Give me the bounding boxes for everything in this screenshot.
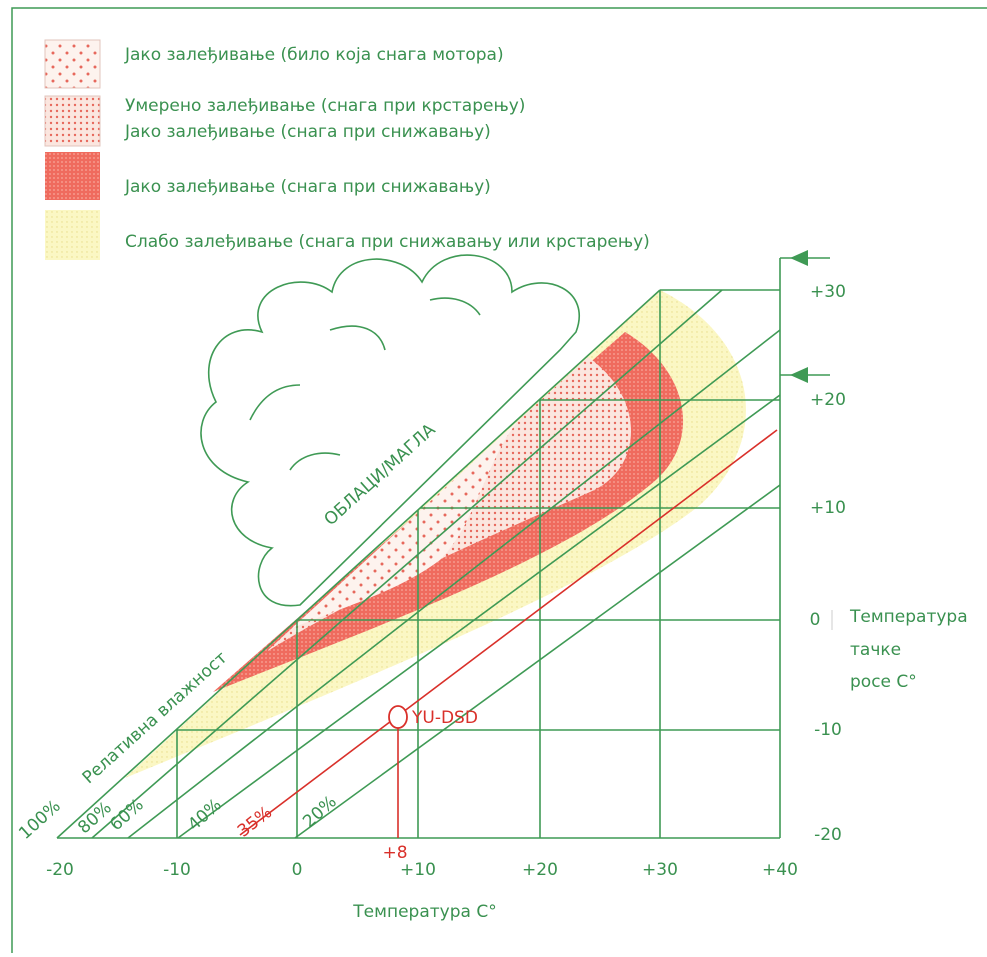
humidity-line-label: 100% bbox=[15, 796, 65, 843]
legend-text: Слабо залеђивање (снага при снижавању ил… bbox=[125, 232, 650, 252]
marker-label: YU-DSD bbox=[411, 708, 478, 728]
legend-swatch bbox=[45, 96, 100, 146]
humidity-line-label: 60% bbox=[106, 795, 147, 835]
dew-tick-label: +20 bbox=[810, 390, 846, 410]
legend-swatch bbox=[45, 40, 100, 88]
x-tick-label: +40 bbox=[762, 860, 798, 880]
dew-tick-label: +10 bbox=[810, 498, 846, 518]
x-tick-label: -20 bbox=[46, 860, 74, 880]
marker-humidity: 35% bbox=[234, 802, 276, 841]
dew-axis-label: Температура bbox=[849, 607, 968, 627]
dew-tick-label: +30 bbox=[810, 282, 846, 302]
dew-tick-label: 0 bbox=[810, 610, 821, 630]
arrows bbox=[780, 250, 830, 383]
legend-text: Умерено залеђивање (снага при крстарењу) bbox=[125, 96, 525, 116]
legend-text: Јако залеђивање (било која снага мотора) bbox=[124, 45, 504, 65]
x-tick-label: +20 bbox=[522, 860, 558, 880]
x-tick-label: 0 bbox=[292, 860, 303, 880]
humidity-line-label: 20% bbox=[299, 792, 340, 832]
x-tick-label: -10 bbox=[163, 860, 191, 880]
dew-tick-label: -10 bbox=[814, 720, 842, 740]
legend-text: Јако залеђивање (снага при снижавању) bbox=[124, 122, 491, 142]
cloud-detail bbox=[250, 298, 480, 470]
x-tick-label: +30 bbox=[642, 860, 678, 880]
dew-axis-label: росе C° bbox=[850, 672, 917, 692]
dew-tick-label: -20 bbox=[814, 825, 842, 845]
x-tick-label: +10 bbox=[400, 860, 436, 880]
legend-swatch bbox=[45, 152, 100, 200]
aircraft-point bbox=[389, 706, 407, 728]
dew-axis-label: тачке bbox=[850, 640, 901, 660]
diagram: Јако залеђивање (било која снага мотора)… bbox=[0, 0, 987, 953]
legend-swatch bbox=[45, 210, 100, 260]
legend-text: Јако залеђивање (снага при снижавању) bbox=[124, 177, 491, 197]
x-axis-label: Температура C° bbox=[352, 902, 496, 922]
